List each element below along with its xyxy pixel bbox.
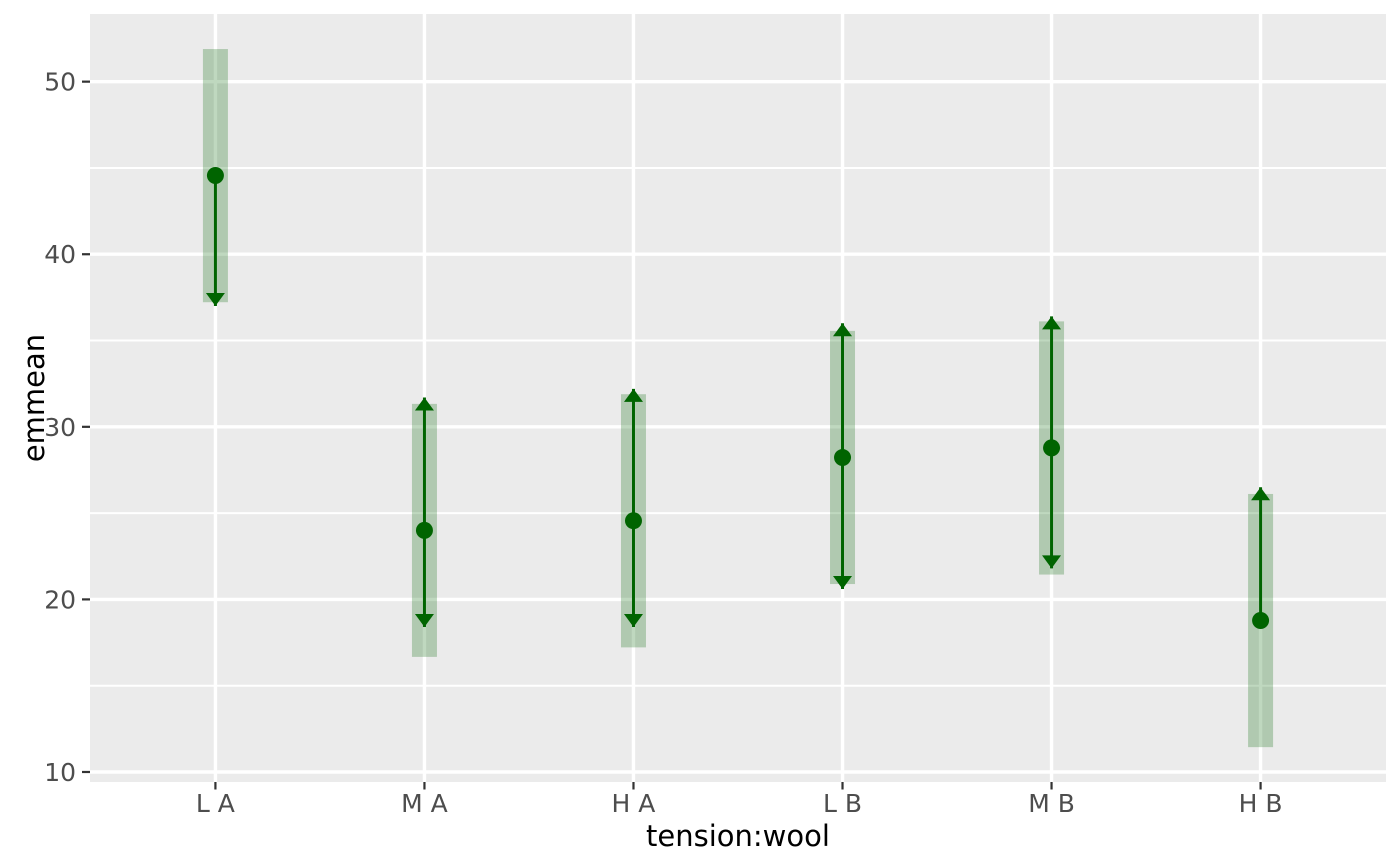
mean-point [206, 167, 224, 185]
x-tick-label: H B [1239, 789, 1283, 818]
gridlines-minor [90, 166, 1386, 687]
comparison-arrowhead-down [833, 576, 853, 590]
axis-tick-marks [82, 80, 1262, 790]
x-axis-title: tension:wool [646, 819, 830, 853]
comparison-arrowhead-up [1251, 487, 1271, 501]
x-tick-label: M B [1028, 789, 1075, 818]
mean-point [1043, 439, 1061, 457]
x-tick-label: L A [196, 789, 235, 818]
comparison-arrowhead-down [623, 614, 643, 628]
comparison-arrowhead-up [1042, 316, 1062, 330]
comparison-arrowhead-down [205, 293, 225, 307]
comparison-arrowhead-up [414, 397, 434, 411]
axis-tick-labels: L A M A H A L B M B H B 10 20 30 40 50 [44, 68, 1282, 818]
mean-point [624, 512, 642, 530]
y-tick-label: 10 [44, 758, 76, 787]
x-tick-label: L B [823, 789, 862, 818]
y-tick-label: 50 [44, 68, 76, 97]
comparison-arrowhead-up [623, 388, 643, 402]
x-tick-label: M A [401, 789, 448, 818]
comparison-arrowhead-up [833, 323, 853, 337]
y-tick-label: 20 [44, 585, 76, 614]
comparison-arrowhead-down [414, 614, 434, 628]
y-axis-title: emmean [17, 334, 51, 462]
gridlines-major [90, 79, 1386, 774]
y-tick-label: 30 [44, 413, 76, 442]
mean-point [415, 521, 433, 539]
mean-point [834, 449, 852, 467]
plot-panel [90, 14, 1386, 782]
x-tick-label: H A [612, 789, 656, 818]
comparison-arrowhead-down [1042, 555, 1062, 569]
mean-points [206, 167, 1270, 629]
mean-point [1252, 611, 1270, 629]
y-tick-label: 40 [44, 240, 76, 269]
